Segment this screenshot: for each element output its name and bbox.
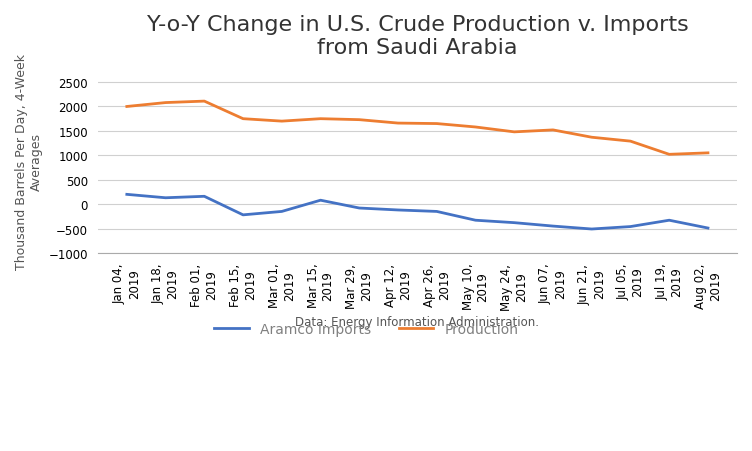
Aramco Imports — [626, 224, 635, 230]
Aramco Imports — [123, 192, 132, 198]
Aramco Imports — [471, 218, 480, 223]
Production — [200, 99, 209, 105]
Production — [316, 117, 325, 122]
Legend: Aramco Imports, Production: Aramco Imports, Production — [208, 316, 524, 341]
Production — [432, 122, 441, 127]
Production — [665, 152, 674, 158]
Aramco Imports — [200, 194, 209, 200]
Aramco Imports — [161, 196, 170, 201]
Aramco Imports — [393, 208, 402, 213]
Aramco Imports — [432, 209, 441, 215]
Aramco Imports — [238, 213, 247, 218]
Production — [510, 130, 519, 135]
Aramco Imports — [316, 198, 325, 203]
Aramco Imports — [587, 227, 596, 232]
Production — [277, 119, 287, 124]
Production — [587, 135, 596, 141]
Y-axis label: Thousand Barrels Per Day, 4-Week
Averages: Thousand Barrels Per Day, 4-Week Average… — [15, 54, 43, 270]
Aramco Imports — [277, 209, 287, 215]
Production — [393, 121, 402, 127]
Production — [548, 128, 557, 133]
Production — [703, 151, 712, 156]
Production — [161, 101, 170, 106]
Production — [238, 117, 247, 122]
Production — [355, 118, 364, 123]
Aramco Imports — [703, 226, 712, 231]
Line: Aramco Imports: Aramco Imports — [127, 195, 708, 230]
Production — [123, 105, 132, 110]
Production — [626, 139, 635, 144]
Title: Y-o-Y Change in U.S. Crude Production v. Imports
from Saudi Arabia: Y-o-Y Change in U.S. Crude Production v.… — [147, 15, 688, 58]
Aramco Imports — [665, 218, 674, 223]
Aramco Imports — [548, 224, 557, 229]
Aramco Imports — [510, 221, 519, 226]
Production — [471, 125, 480, 130]
Aramco Imports — [355, 206, 364, 211]
Line: Production: Production — [127, 102, 708, 155]
X-axis label: Data: Energy Information Administration.: Data: Energy Information Administration. — [296, 315, 539, 328]
